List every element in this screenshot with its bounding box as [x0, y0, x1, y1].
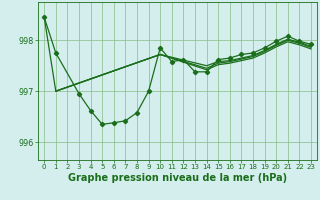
X-axis label: Graphe pression niveau de la mer (hPa): Graphe pression niveau de la mer (hPa) [68, 173, 287, 183]
